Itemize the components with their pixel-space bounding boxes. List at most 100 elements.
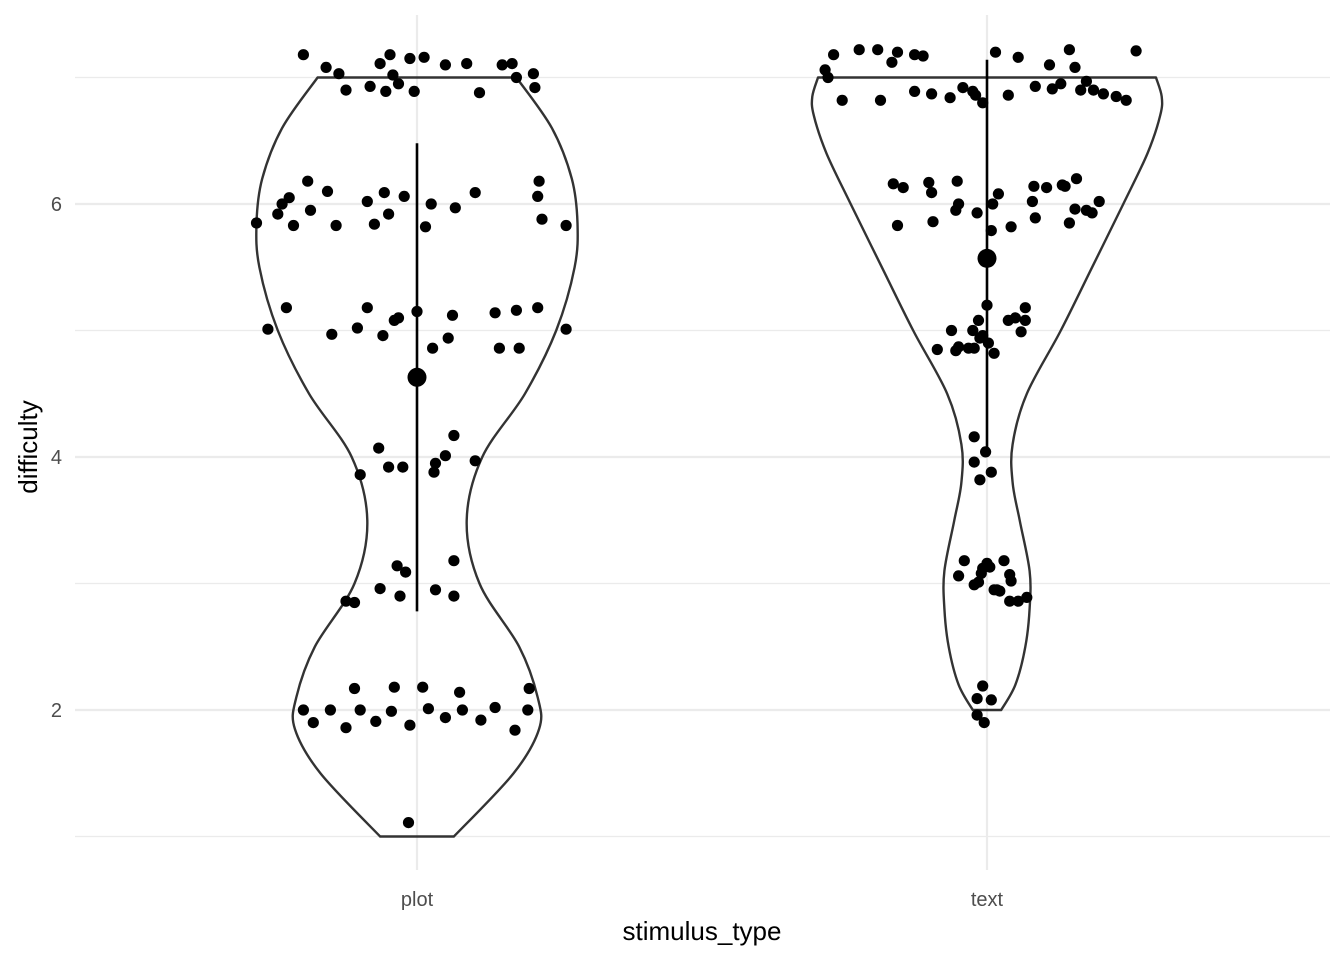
data-point bbox=[374, 58, 386, 70]
data-point bbox=[469, 455, 481, 467]
data-point bbox=[975, 567, 987, 580]
data-point bbox=[411, 305, 423, 318]
data-point bbox=[489, 307, 501, 319]
data-point bbox=[383, 461, 395, 473]
data-point bbox=[461, 58, 473, 70]
data-point bbox=[981, 299, 993, 311]
data-point bbox=[383, 208, 395, 220]
data-point bbox=[891, 46, 904, 58]
data-point bbox=[1069, 203, 1081, 215]
data-point bbox=[280, 302, 292, 314]
data-point bbox=[536, 213, 548, 225]
data-point bbox=[891, 219, 904, 232]
data-point bbox=[250, 217, 263, 229]
data-point bbox=[297, 49, 309, 61]
data-point bbox=[348, 682, 361, 695]
data-point bbox=[374, 583, 386, 595]
data-point bbox=[509, 724, 521, 736]
data-point bbox=[1070, 173, 1083, 185]
data-point bbox=[448, 590, 460, 602]
data-point bbox=[980, 446, 992, 458]
data-point bbox=[385, 705, 397, 717]
data-point bbox=[333, 68, 345, 80]
data-point bbox=[984, 561, 996, 573]
data-point bbox=[957, 82, 969, 94]
data-point bbox=[307, 717, 319, 729]
data-point bbox=[427, 342, 439, 354]
data-point bbox=[897, 182, 909, 194]
data-point bbox=[988, 347, 1000, 359]
data-point bbox=[926, 88, 938, 100]
data-point bbox=[326, 328, 338, 340]
data-point bbox=[1110, 90, 1122, 103]
data-point bbox=[931, 343, 943, 356]
data-point bbox=[923, 176, 935, 189]
data-point bbox=[958, 555, 970, 567]
data-point bbox=[1055, 78, 1067, 90]
data-point bbox=[987, 198, 999, 210]
data-point bbox=[397, 461, 409, 473]
data-point bbox=[302, 175, 314, 187]
data-point bbox=[974, 474, 986, 486]
data-point bbox=[560, 323, 572, 335]
y-tick-label: 4 bbox=[51, 447, 62, 469]
data-point bbox=[368, 218, 380, 230]
data-point bbox=[402, 817, 415, 829]
data-point bbox=[971, 709, 983, 721]
data-point bbox=[532, 190, 544, 202]
data-point bbox=[926, 187, 938, 199]
data-point bbox=[1086, 207, 1098, 219]
violin-plot bbox=[255, 76, 579, 838]
y-tick-labels: 2 4 6 bbox=[51, 194, 62, 722]
data-point bbox=[510, 304, 522, 316]
data-point bbox=[1028, 180, 1040, 192]
data-point bbox=[340, 595, 352, 607]
data-point bbox=[985, 225, 997, 237]
data-point bbox=[456, 704, 468, 716]
data-point bbox=[998, 555, 1010, 567]
data-point bbox=[513, 342, 525, 354]
data-point bbox=[836, 94, 848, 106]
mean-point-plot bbox=[407, 367, 427, 387]
data-point bbox=[950, 204, 962, 216]
data-point bbox=[324, 704, 336, 716]
data-point bbox=[1043, 59, 1056, 71]
data-point bbox=[354, 704, 366, 716]
data-point bbox=[989, 46, 1002, 58]
data-point bbox=[348, 596, 361, 609]
data-point bbox=[970, 89, 982, 101]
grid-lines bbox=[75, 15, 1330, 870]
data-point bbox=[361, 195, 373, 208]
data-point bbox=[370, 715, 382, 728]
data-point bbox=[1080, 75, 1092, 87]
data-point bbox=[493, 342, 505, 354]
data-point bbox=[972, 314, 985, 326]
data-point bbox=[1087, 84, 1100, 96]
data-point bbox=[1026, 195, 1038, 208]
data-point bbox=[330, 219, 342, 232]
data-point bbox=[439, 59, 451, 71]
data-point bbox=[974, 332, 986, 344]
data-point bbox=[982, 337, 995, 349]
data-point bbox=[529, 82, 541, 94]
data-point bbox=[469, 187, 481, 199]
data-point bbox=[496, 59, 508, 71]
data-point bbox=[1063, 217, 1075, 229]
data-point bbox=[1002, 89, 1014, 101]
data-point bbox=[977, 97, 989, 109]
y-tick-label: 2 bbox=[51, 700, 62, 722]
data-point bbox=[422, 703, 434, 715]
data-point bbox=[971, 207, 983, 219]
data-point bbox=[446, 309, 459, 321]
data-point bbox=[1029, 80, 1041, 92]
data-point bbox=[489, 701, 501, 714]
data-point bbox=[404, 52, 416, 65]
data-point bbox=[378, 187, 390, 199]
data-point bbox=[454, 686, 466, 698]
data-point bbox=[985, 694, 997, 706]
data-point bbox=[968, 342, 980, 354]
data-point bbox=[967, 324, 979, 337]
data-point bbox=[1009, 312, 1022, 324]
data-point bbox=[533, 175, 545, 187]
